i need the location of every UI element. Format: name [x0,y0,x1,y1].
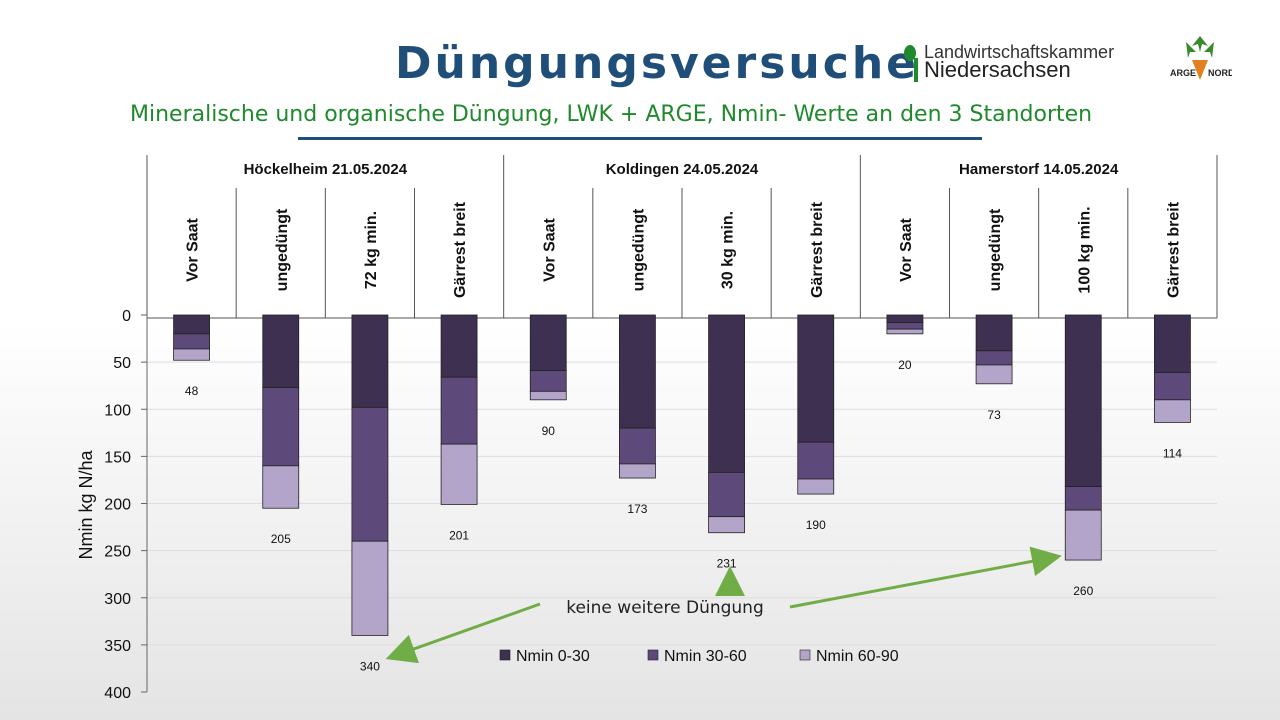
page-subtitle: Mineralische und organische Düngung, LWK… [130,102,1093,127]
total-label: 190 [806,518,826,532]
bar-segment [708,516,745,534]
bar-segment [975,350,1013,366]
legend-label: Nmin 30-60 [664,648,747,665]
bar-segment [529,370,567,392]
bar-segment [797,441,835,480]
site-label: Höckelheim 21.05.2024 [244,161,408,178]
legend-label: Nmin 60-90 [816,648,899,665]
bar-segment [619,314,656,429]
bar-segment [351,540,389,636]
total-label: 205 [271,532,291,546]
y-tick-label: 350 [104,638,131,655]
legend-swatch [499,649,511,661]
bar-segment [975,314,1013,352]
bar-segment [619,427,656,465]
bar-segment [173,348,210,361]
bar-segment [1154,399,1191,423]
bar-segment [886,328,924,335]
total-label: 90 [542,424,556,438]
bar-segment [173,333,210,350]
bar-segment [1154,314,1191,373]
y-tick-label: 250 [104,544,131,561]
total-label: 201 [449,528,469,542]
arge-text-left: ARGE [1170,68,1196,78]
category-label: Vor Saat [541,217,558,281]
bar-segment [797,314,835,443]
bar-segment [440,443,478,505]
site-label: Hamerstorf 14.05.2024 [959,161,1119,178]
legend: Nmin 0-30 Nmin 30-60 Nmin 60-90 [499,648,899,665]
site-label: Koldingen 24.05.2024 [606,161,759,178]
category-label: 100 kg min. [1076,206,1093,293]
legend-swatch [647,649,659,661]
bar-segment [262,387,300,467]
y-tick-label: 200 [104,497,131,514]
bar-segment [797,478,835,495]
total-label: 231 [717,557,737,571]
bar-segment [529,314,567,372]
bar-segment [440,314,478,378]
legend-swatch [799,649,811,661]
bar-segment [529,390,567,401]
category-label: Gärrest breit [1165,201,1182,298]
category-label: Gärrest breit [452,201,469,298]
lwk-logo-line1: Landwirtschaftskammer [924,42,1115,62]
bar-segment [1064,314,1102,487]
bar-segment [619,463,656,479]
category-label: Gärrest breit [809,201,826,298]
category-label: ungedüngt [630,208,647,291]
lwk-logo-line2: Niedersachsen [924,57,1071,82]
bar-segment [262,314,300,388]
lwk-logo: Landwirtschaftskammer Niedersachsen [900,42,1150,86]
category-label: ungedüngt [274,208,291,291]
category-label: 72 kg min. [363,211,380,289]
annotation-text: keine weitere Düngung [566,598,764,618]
bar-segment [351,406,389,542]
bar-segment [708,471,745,518]
category-label: Vor Saat [898,217,915,281]
total-label: 20 [898,358,912,372]
category-label: ungedüngt [987,208,1004,291]
y-axis-label: Nmin kg N/ha [76,449,96,559]
page-title: Düngungsversuche [395,38,919,89]
bar-segment [886,314,924,323]
bar-segment [173,314,210,335]
total-label: 73 [987,408,1001,422]
bar-segment [886,322,924,330]
y-tick-label: 300 [104,591,131,608]
bar-segment [1064,509,1102,561]
arge-text-right: NORD [1208,68,1232,78]
y-tick-label: 100 [104,402,131,419]
lwk-leaf-icon [904,45,918,82]
arge-nord-logo: ARGE NORD [1168,32,1235,82]
y-tick-label: 0 [122,308,131,325]
y-tick-label: 400 [104,685,131,702]
annotation-arrow [385,602,541,664]
category-label: Vor Saat [185,217,202,281]
title-underline [298,137,982,140]
bar-segment [1064,486,1102,511]
total-label: 340 [360,659,380,673]
legend-label: Nmin 0-30 [516,648,590,665]
total-label: 114 [1163,446,1182,460]
annotation: keine weitere Düngung [385,546,1062,664]
bar-segment [351,314,389,408]
bar-segment [708,314,745,473]
y-tick-label: 50 [113,355,131,372]
bar-segment [262,465,300,509]
bar-segment [1154,372,1191,401]
total-label: 260 [1073,584,1093,598]
category-label: 30 kg min. [720,211,737,289]
total-label: 173 [627,502,647,516]
bar-segment [975,364,1013,385]
annotation-arrow [789,546,1062,609]
arge-leaf-icon [1192,36,1208,52]
bar-segment [440,376,478,445]
total-label: 48 [185,384,199,398]
y-tick-label: 150 [104,449,131,466]
